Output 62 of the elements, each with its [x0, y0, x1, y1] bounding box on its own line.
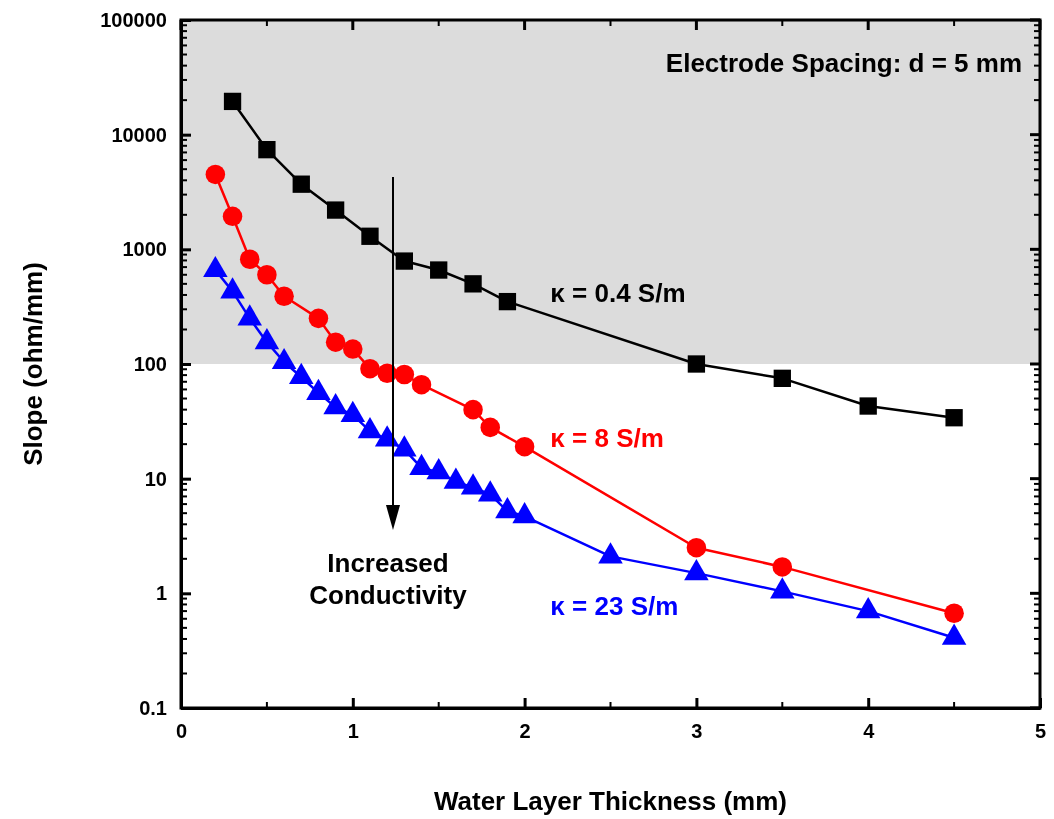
- point: [514, 436, 535, 457]
- point: [361, 227, 379, 245]
- point: [598, 542, 623, 564]
- point: [257, 265, 277, 285]
- point: [343, 339, 363, 359]
- point: [460, 473, 486, 495]
- point: [326, 201, 345, 219]
- point: [498, 292, 517, 311]
- series-label: κ = 8 S/m: [550, 422, 664, 453]
- annotation: Electrode Spacing: d = 5 mm: [665, 48, 1022, 78]
- point: [430, 261, 448, 279]
- point: [292, 175, 310, 193]
- point: [239, 249, 260, 269]
- point: [463, 399, 483, 420]
- point: [411, 374, 432, 395]
- point: [855, 596, 881, 619]
- point: [357, 416, 383, 439]
- point: [392, 435, 417, 457]
- x-tick-label: 4: [863, 720, 876, 743]
- point: [308, 308, 329, 329]
- x-axis-title: Water Layer Thickness (mm): [433, 786, 788, 816]
- point: [409, 453, 434, 476]
- y-tick-label: 10: [144, 467, 167, 490]
- point: [859, 397, 877, 415]
- x-tick-label: 0: [175, 720, 188, 743]
- point: [480, 417, 501, 438]
- point: [773, 369, 791, 387]
- y-tick-label: 10000: [111, 123, 167, 146]
- point: [395, 252, 413, 270]
- point: [394, 364, 415, 385]
- point: [770, 577, 795, 599]
- point: [945, 409, 963, 427]
- point: [477, 480, 503, 502]
- point: [258, 141, 276, 159]
- x-tick-label: 3: [691, 720, 703, 743]
- point: [464, 275, 482, 293]
- point: [325, 332, 346, 352]
- y-tick-label: 1: [155, 582, 167, 605]
- point: [443, 467, 469, 489]
- y-tick-label: 1000: [122, 238, 167, 261]
- point: [323, 393, 348, 415]
- series-label: κ = 0.4 S/m: [550, 277, 686, 308]
- point: [205, 164, 226, 185]
- point: [495, 497, 520, 519]
- x-tick-label: 5: [1034, 720, 1047, 743]
- point: [222, 206, 243, 227]
- point: [684, 558, 709, 581]
- point: [512, 502, 537, 524]
- point: [941, 623, 967, 645]
- annotation: Increased Conductivity: [309, 548, 468, 610]
- point: [687, 355, 706, 373]
- y-tick-label: 0.1: [139, 696, 167, 719]
- point: [426, 457, 451, 480]
- y-tick-label: 100000: [100, 8, 167, 31]
- x-tick-label: 2: [519, 720, 531, 743]
- point: [360, 358, 380, 379]
- series-label: κ = 23 S/m: [550, 590, 679, 621]
- y-tick-label: 100: [133, 352, 167, 375]
- y-axis-title: Slope (ohm/mm): [18, 262, 48, 466]
- x-tick-label: 1: [347, 720, 359, 743]
- point: [274, 286, 294, 306]
- point: [223, 92, 242, 111]
